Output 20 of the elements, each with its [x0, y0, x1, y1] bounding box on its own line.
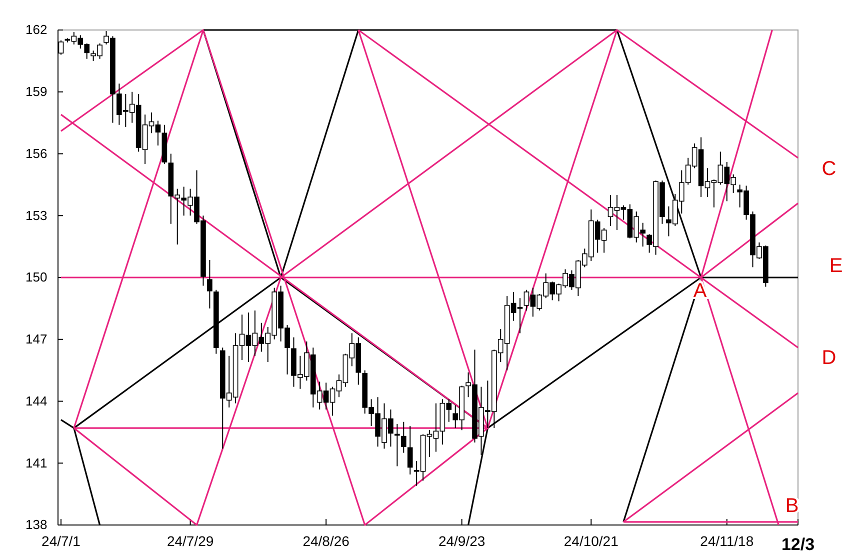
y-tick-label: 153	[25, 208, 48, 223]
annotation: B	[785, 495, 799, 517]
x-tick-label: 24/7/1	[42, 533, 81, 550]
x-tick-label: 24/9/23	[438, 533, 486, 550]
x-tick-label: 12/3	[781, 535, 815, 554]
text: E	[829, 255, 843, 277]
x-tick-label: 24/7/29	[166, 533, 214, 550]
x-tick-label: 24/10/21	[564, 533, 619, 550]
y-tick-label: 156	[25, 146, 48, 161]
y-tick-label: 138	[25, 517, 48, 532]
text: C	[822, 158, 836, 180]
x-tick-label: 24/11/18	[700, 533, 754, 550]
x-tick-label: 24/8/26	[302, 533, 350, 550]
y-tick-label: 147	[25, 332, 48, 347]
y-tick-label: 162	[25, 22, 48, 38]
y-tick-label: 150	[25, 270, 48, 285]
y-tick-label: 144	[25, 393, 48, 408]
y-tick-label: 159	[25, 84, 48, 100]
y-tick-label: 141	[25, 455, 48, 470]
text: D	[822, 347, 836, 369]
